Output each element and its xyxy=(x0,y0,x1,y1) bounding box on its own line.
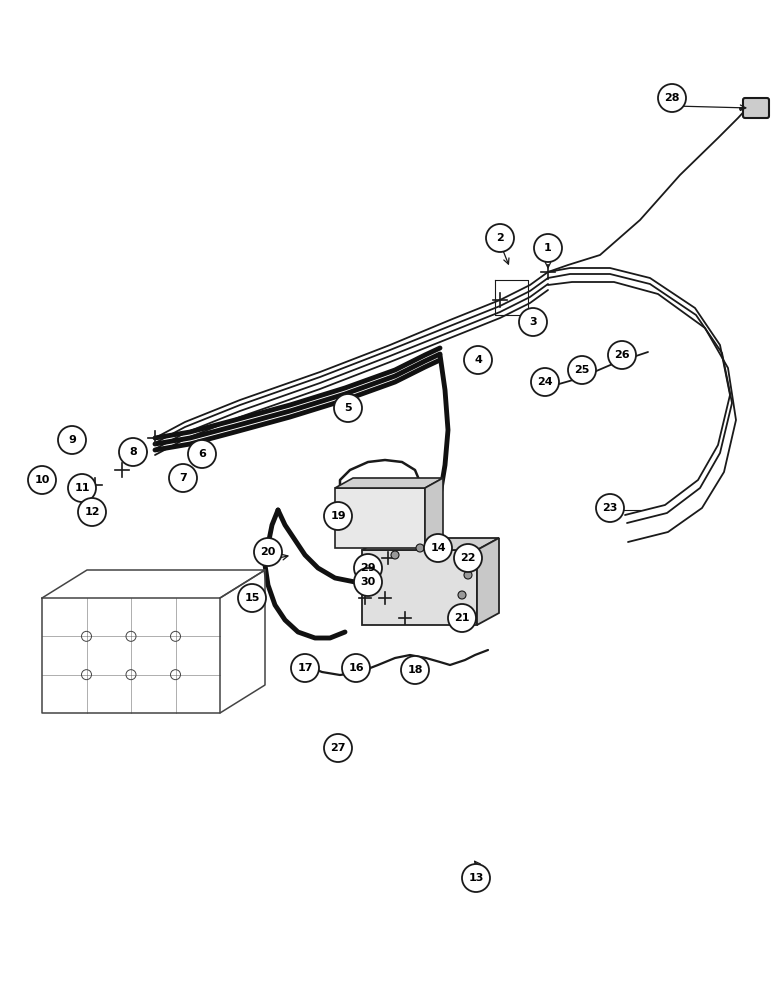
Circle shape xyxy=(401,656,429,684)
Circle shape xyxy=(519,308,547,336)
Circle shape xyxy=(464,551,472,559)
Text: 20: 20 xyxy=(260,547,276,557)
Text: 21: 21 xyxy=(454,613,469,623)
Circle shape xyxy=(454,544,482,572)
Circle shape xyxy=(354,554,382,582)
Polygon shape xyxy=(362,550,477,625)
Text: 27: 27 xyxy=(330,743,346,753)
Text: 5: 5 xyxy=(344,403,352,413)
Text: 24: 24 xyxy=(537,377,553,387)
Text: 10: 10 xyxy=(34,475,49,485)
Circle shape xyxy=(568,356,596,384)
Text: 2: 2 xyxy=(496,233,504,243)
Text: 8: 8 xyxy=(129,447,137,457)
Polygon shape xyxy=(335,488,425,548)
Text: 3: 3 xyxy=(529,317,537,327)
Circle shape xyxy=(608,341,636,369)
Circle shape xyxy=(458,591,466,599)
Text: 13: 13 xyxy=(469,873,484,883)
Circle shape xyxy=(291,654,319,682)
Text: 25: 25 xyxy=(574,365,590,375)
Circle shape xyxy=(119,438,147,466)
Circle shape xyxy=(354,568,382,596)
Text: 30: 30 xyxy=(361,577,376,587)
FancyBboxPatch shape xyxy=(743,98,769,118)
Polygon shape xyxy=(362,538,499,550)
Text: 11: 11 xyxy=(74,483,90,493)
Text: 6: 6 xyxy=(198,449,206,459)
Polygon shape xyxy=(335,478,443,488)
Text: 28: 28 xyxy=(664,93,680,103)
Circle shape xyxy=(28,466,56,494)
Text: 26: 26 xyxy=(615,350,630,360)
Circle shape xyxy=(486,224,514,252)
Text: 4: 4 xyxy=(474,355,482,365)
Circle shape xyxy=(596,494,624,522)
Circle shape xyxy=(441,544,449,552)
Circle shape xyxy=(464,346,492,374)
Text: 7: 7 xyxy=(179,473,187,483)
Circle shape xyxy=(324,734,352,762)
Circle shape xyxy=(238,584,266,612)
Circle shape xyxy=(254,538,282,566)
Circle shape xyxy=(448,604,476,632)
Text: 14: 14 xyxy=(430,543,445,553)
Circle shape xyxy=(531,368,559,396)
Circle shape xyxy=(188,440,216,468)
Text: 12: 12 xyxy=(84,507,100,517)
Text: 23: 23 xyxy=(602,503,618,513)
Text: 18: 18 xyxy=(408,665,423,675)
Circle shape xyxy=(462,864,490,892)
Circle shape xyxy=(464,571,472,579)
Text: 9: 9 xyxy=(68,435,76,445)
Text: 1: 1 xyxy=(544,243,552,253)
Circle shape xyxy=(416,544,424,552)
Circle shape xyxy=(78,498,106,526)
Circle shape xyxy=(534,234,562,262)
Polygon shape xyxy=(425,478,443,548)
Text: 22: 22 xyxy=(460,553,476,563)
Text: 29: 29 xyxy=(361,563,376,573)
Circle shape xyxy=(68,474,96,502)
Text: 17: 17 xyxy=(297,663,313,673)
Circle shape xyxy=(424,534,452,562)
Text: 19: 19 xyxy=(330,511,346,521)
Text: 16: 16 xyxy=(348,663,364,673)
Text: 15: 15 xyxy=(244,593,259,603)
Circle shape xyxy=(58,426,86,454)
Circle shape xyxy=(169,464,197,492)
Circle shape xyxy=(391,551,399,559)
Circle shape xyxy=(334,394,362,422)
Polygon shape xyxy=(477,538,499,625)
Circle shape xyxy=(658,84,686,112)
Circle shape xyxy=(342,654,370,682)
Circle shape xyxy=(324,502,352,530)
